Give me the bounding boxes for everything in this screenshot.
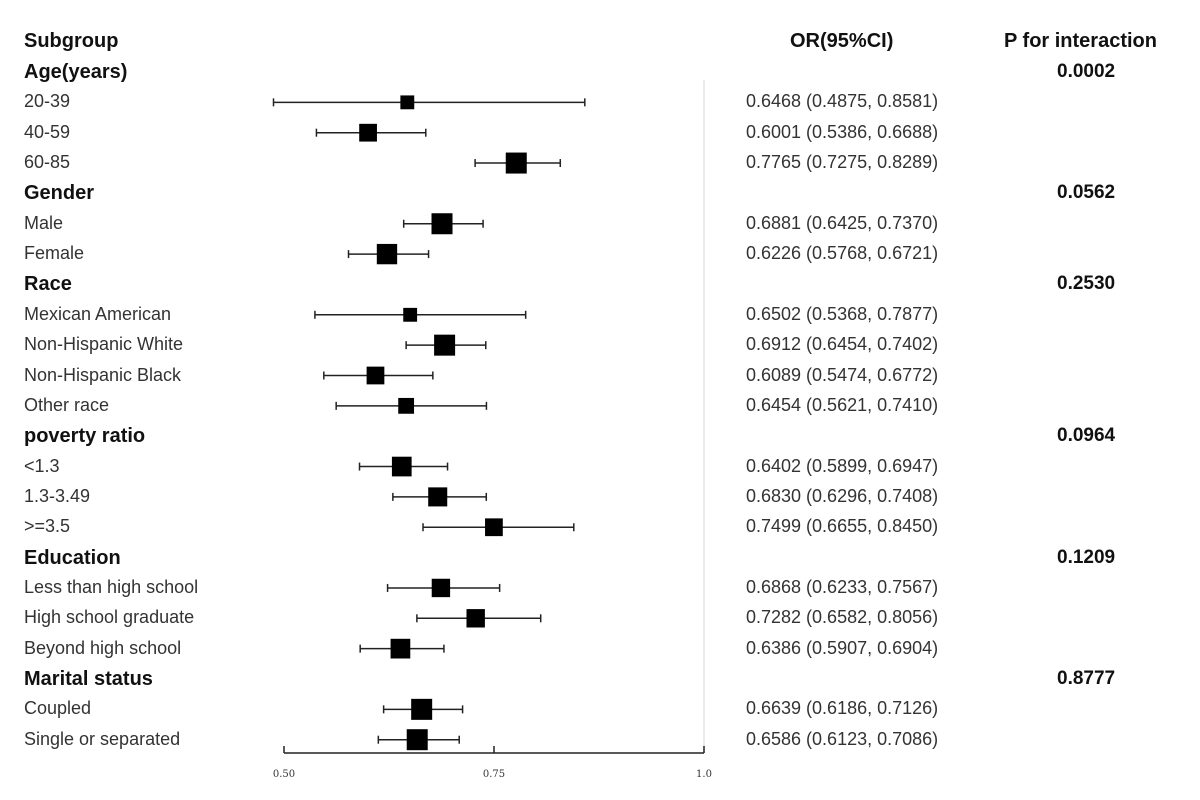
subgroup-label: Less than high school xyxy=(24,576,199,597)
or-ci-value: 0.7765 (0.7275, 0.8289) xyxy=(746,152,939,173)
x-axis: 0.50 0.75 1.0 xyxy=(273,746,712,780)
p-interaction-column-header: P for interaction xyxy=(1004,30,1157,52)
or-ci-value: 0.6226 (0.5768, 0.6721) xyxy=(746,243,939,264)
x-axis-tick-label: 0.75 xyxy=(483,769,505,780)
or-point-marker xyxy=(403,307,418,322)
group-label: Gender xyxy=(24,182,95,205)
or-point-marker xyxy=(411,698,433,720)
subgroup-label: Female xyxy=(24,243,85,264)
subgroup-label: 40-59 xyxy=(24,121,71,142)
or-point-marker xyxy=(398,397,415,414)
subgroup-label: Single or separated xyxy=(24,728,181,749)
or-point-marker xyxy=(391,456,412,477)
or-ci-value: 0.6386 (0.5907, 0.6904) xyxy=(746,637,939,658)
subgroup-label: Non-Hispanic Black xyxy=(24,364,182,385)
p-interaction-value: 0.1209 xyxy=(1057,546,1116,568)
or-ci-value: 0.7282 (0.6582, 0.8056) xyxy=(746,607,939,628)
subgroup-label: 60-85 xyxy=(24,152,71,173)
subgroup-label: 20-39 xyxy=(24,91,71,112)
or-ci-column-header: OR(95%CI) xyxy=(790,30,894,52)
group-label: Education xyxy=(24,546,121,569)
group-label: Marital status xyxy=(24,668,153,690)
or-point-marker xyxy=(485,518,503,537)
or-point-marker xyxy=(434,334,456,356)
x-axis-tick-label: 1.0 xyxy=(696,769,712,780)
or-point-marker xyxy=(466,609,485,628)
or-ci-value: 0.6830 (0.6296, 0.7408) xyxy=(746,485,939,506)
subgroup-column-header: Subgroup xyxy=(24,30,119,52)
subgroup-label: 1.3-3.49 xyxy=(24,485,91,506)
p-interaction-value: 0.0964 xyxy=(1057,425,1116,447)
or-ci-value: 0.6502 (0.5368, 0.7877) xyxy=(746,303,939,324)
p-interaction-value: 0.8777 xyxy=(1057,668,1116,689)
p-interaction-value: 0.0562 xyxy=(1057,182,1116,204)
subgroup-label: Other race xyxy=(24,394,110,415)
or-point-marker xyxy=(390,638,411,659)
or-point-marker xyxy=(431,213,453,235)
subgroup-label: Coupled xyxy=(24,698,92,719)
or-ci-value: 0.7499 (0.6655, 0.8450) xyxy=(746,516,939,537)
or-ci-value: 0.6912 (0.6454, 0.7402) xyxy=(746,334,939,355)
subgroup-label: Mexican American xyxy=(24,303,172,324)
or-point-marker xyxy=(366,366,385,385)
or-point-marker xyxy=(400,95,415,110)
or-ci-value: 0.6868 (0.6233, 0.7567) xyxy=(746,576,939,597)
x-axis-tick-label: 0.50 xyxy=(273,769,295,780)
plot-marks xyxy=(272,95,586,751)
or-point-marker xyxy=(406,729,428,751)
or-ci-value: 0.6639 (0.6186, 0.7126) xyxy=(746,698,939,719)
or-ci-value: 0.6454 (0.5621, 0.7410) xyxy=(746,394,939,415)
or-ci-value: 0.6402 (0.5899, 0.6947) xyxy=(746,455,939,476)
or-ci-value: 0.6881 (0.6425, 0.7370) xyxy=(746,212,939,233)
or-point-marker xyxy=(359,123,377,142)
or-point-marker xyxy=(505,152,527,174)
or-ci-value: 0.6001 (0.5386, 0.6688) xyxy=(746,121,939,142)
or-point-marker xyxy=(376,243,398,265)
p-interaction-value: 0.0002 xyxy=(1057,61,1116,82)
group-label: Age(years) xyxy=(24,61,128,83)
subgroup-label: >=3.5 xyxy=(24,516,71,537)
or-ci-value: 0.6586 (0.6123, 0.7086) xyxy=(746,728,939,749)
subgroup-label: Male xyxy=(24,212,64,233)
p-interaction-value: 0.2530 xyxy=(1057,273,1116,295)
or-ci-value: 0.6468 (0.4875, 0.8581) xyxy=(746,91,939,112)
or-point-marker xyxy=(431,578,451,598)
subgroup-label: High school graduate xyxy=(24,607,195,628)
group-label: poverty ratio xyxy=(24,425,146,448)
subgroup-label: <1.3 xyxy=(24,455,60,476)
or-ci-value: 0.6089 (0.5474, 0.6772) xyxy=(746,364,939,385)
group-label: Race xyxy=(24,273,72,296)
subgroup-label: Beyond high school xyxy=(24,637,182,658)
or-point-marker xyxy=(428,487,448,507)
subgroup-label: Non-Hispanic White xyxy=(24,334,184,355)
